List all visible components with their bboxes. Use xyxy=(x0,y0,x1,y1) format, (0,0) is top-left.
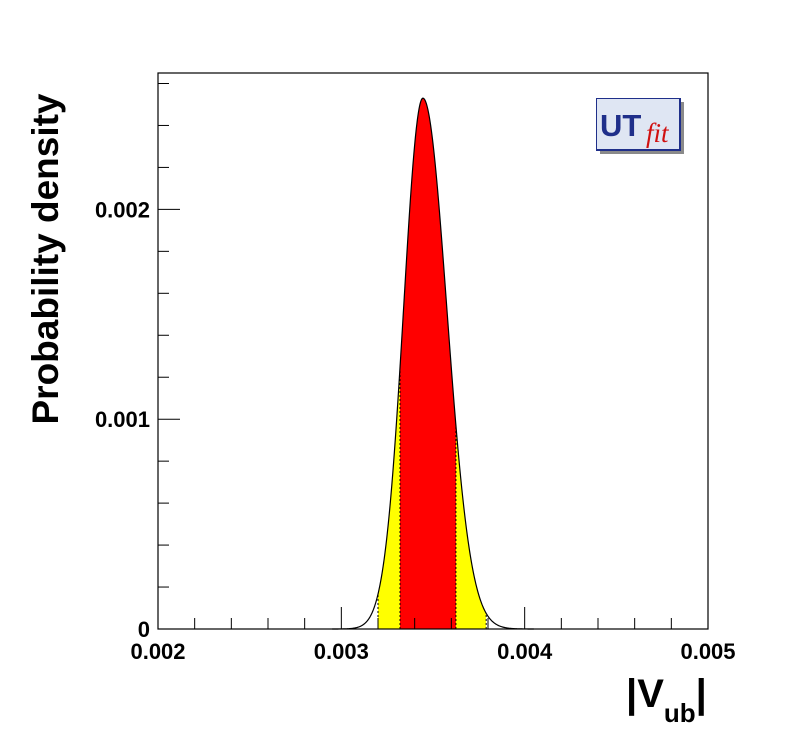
x-tick-label: 0.003 xyxy=(314,639,369,664)
y-axis: 0 0.001 0.002 xyxy=(95,82,180,642)
band-68pct xyxy=(400,98,456,630)
y-tick-label: 0.002 xyxy=(95,197,150,222)
y-tick-label: 0 xyxy=(138,617,150,642)
density-curve xyxy=(332,97,534,630)
x-axis-title: |Vub| xyxy=(626,672,707,728)
y-tick-label: 0.001 xyxy=(95,407,150,432)
x-axis: 0.002 0.003 0.004 0.005 xyxy=(130,607,736,664)
x-axis-title-main: |V xyxy=(626,672,664,716)
svg-text:fit: fit xyxy=(646,118,670,148)
utfit-logo-icon: UT fit xyxy=(595,97,684,154)
x-tick-label: 0.004 xyxy=(497,639,553,664)
x-tick-label: 0.002 xyxy=(130,639,185,664)
x-tick-label: 0.005 xyxy=(680,639,735,664)
plot-frame xyxy=(157,72,709,630)
svg-text:UT: UT xyxy=(600,108,641,143)
confidence-bands xyxy=(378,98,487,630)
x-axis-title-subscript: ub xyxy=(664,698,696,728)
svg-text:|Vub|: |Vub| xyxy=(626,672,707,728)
y-axis-title: Probability density xyxy=(25,93,66,424)
utfit-logo: UT fit xyxy=(595,97,684,154)
x-axis-title-suffix: | xyxy=(696,672,707,716)
